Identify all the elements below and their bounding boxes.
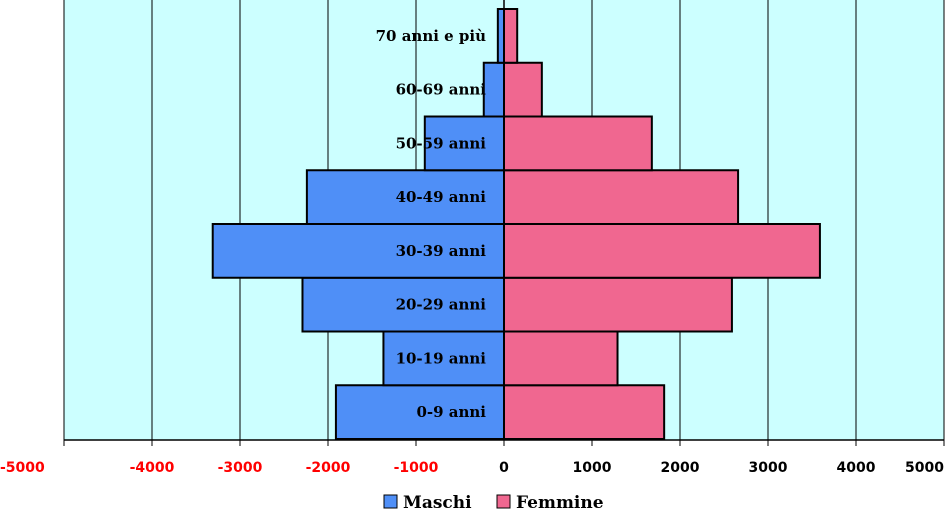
category-label: 10-19 anni — [396, 349, 487, 367]
bar-maschi-5 — [423, 115, 505, 172]
x-tick-label: -1000 — [394, 460, 439, 476]
legend-label-femmine: Femmine — [516, 493, 604, 513]
legend-swatch-maschi — [383, 494, 398, 509]
category-label: 0-9 anni — [416, 403, 486, 421]
x-axis-ticks: -5000 -4000 -3000 -2000 -1000 0 1000 2000 3000 40… — [0, 440, 945, 476]
legend-swatch-femmine — [496, 494, 511, 509]
x-tick-label: 3000 — [749, 460, 788, 476]
bar-femmine-3 — [503, 223, 821, 279]
category-label: 50-59 anni — [396, 134, 487, 152]
legend-label-maschi: Maschi — [403, 493, 472, 513]
bar-femmine-2 — [503, 276, 733, 333]
bars — [211, 8, 821, 440]
bar-maschi-2 — [301, 276, 506, 333]
bar-femmine-4 — [503, 169, 740, 225]
legend: Maschi Femmine — [383, 493, 604, 513]
category-label: 20-29 anni — [396, 296, 487, 314]
bar-femmine-0 — [503, 384, 666, 440]
category-label: 40-49 anni — [396, 188, 487, 206]
x-tick-label: -3000 — [218, 460, 263, 476]
bar-maschi-4 — [305, 169, 505, 225]
x-tick-label: -2000 — [306, 460, 351, 476]
x-tick-label: 4000 — [837, 460, 876, 476]
x-tick-label: -5000 — [0, 460, 45, 476]
x-tick-label: 2000 — [661, 460, 700, 476]
category-label: 30-39 anni — [396, 242, 487, 260]
category-label: 70 anni e più — [376, 27, 486, 45]
bar-maschi-1 — [382, 330, 505, 387]
bar-femmine-1 — [503, 330, 619, 387]
category-label: 60-69 anni — [396, 81, 487, 99]
x-tick-label: 5000 — [905, 460, 944, 476]
bar-femmine-5 — [503, 115, 653, 172]
bar-maschi-6 — [482, 61, 506, 118]
x-tick-label: 0 — [499, 460, 509, 476]
bar-maschi-3 — [211, 223, 505, 279]
x-tick-label: -4000 — [130, 460, 175, 476]
bar-femmine-6 — [503, 61, 543, 118]
bar-femmine-7 — [503, 8, 519, 64]
x-tick-label: 1000 — [573, 460, 612, 476]
category-labels: 0-9 anni 10-19 anni 20-29 anni 30-39 anni 40… — [376, 27, 487, 421]
